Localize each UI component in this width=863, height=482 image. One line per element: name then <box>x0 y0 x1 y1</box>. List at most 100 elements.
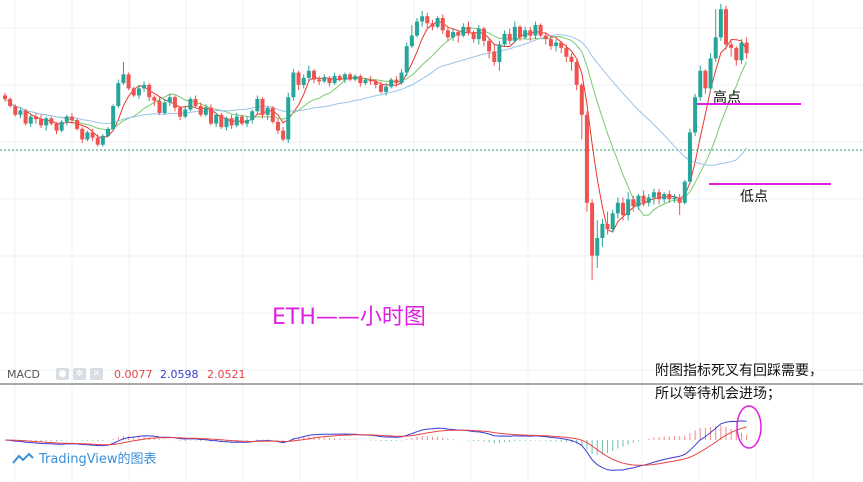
candle-down <box>631 199 636 207</box>
moving-averages <box>4 20 748 233</box>
candlestick-series <box>3 3 749 281</box>
candle-up <box>610 213 615 230</box>
note-line-1: 附图指标死叉有回踩需要， <box>655 363 823 379</box>
candle-down <box>559 42 564 48</box>
candle-up <box>322 77 327 82</box>
candle-down <box>157 100 162 114</box>
candle-down <box>80 128 85 140</box>
candle-up <box>245 120 250 124</box>
eye-icon[interactable]: ● <box>56 368 69 380</box>
candle-down <box>90 132 95 138</box>
candle-down <box>75 120 80 129</box>
candle-up <box>183 109 188 117</box>
candle-down <box>373 81 378 85</box>
candle-up <box>512 26 517 41</box>
gear-icon[interactable]: ✲ <box>73 368 86 380</box>
candle-up <box>18 110 23 115</box>
candle-down <box>23 110 28 124</box>
macd-lines <box>4 420 747 471</box>
candle-down <box>538 25 543 36</box>
candle-up <box>502 33 507 45</box>
candle-down <box>49 118 54 124</box>
candle-down <box>54 123 59 131</box>
candle-down <box>703 70 708 89</box>
candle-down <box>337 76 342 80</box>
candle-down <box>481 28 486 41</box>
candle-down <box>131 88 136 96</box>
candle-up <box>224 118 229 128</box>
candle-down <box>209 107 213 124</box>
candle-down <box>518 26 522 38</box>
candle-down <box>378 84 383 92</box>
candle-up <box>291 72 296 98</box>
candle-up <box>451 32 456 38</box>
candle-up <box>136 88 141 96</box>
candle-down <box>193 98 198 106</box>
note-line-2: 所以等待机会进场； <box>655 386 781 402</box>
candle-up <box>523 30 528 38</box>
candle-up <box>672 197 677 200</box>
candle-down <box>667 194 672 200</box>
candle-up <box>461 26 466 36</box>
close-icon[interactable]: ✕ <box>90 368 103 380</box>
candle-down <box>33 116 38 120</box>
candle-down <box>528 30 533 36</box>
candle-up <box>265 107 270 115</box>
candle-down <box>605 223 610 230</box>
candle-up <box>64 116 69 122</box>
candle-down <box>172 97 177 108</box>
candle-up <box>28 116 33 124</box>
candle-up <box>255 98 260 112</box>
low-label: 低点 <box>740 189 768 205</box>
candle-down <box>317 79 322 82</box>
candle-up <box>167 97 172 103</box>
candle-up <box>600 223 605 238</box>
macd-value-histogram: 0.0077 <box>114 368 153 381</box>
candle-up <box>100 135 105 145</box>
macd-value-signal: 2.0521 <box>207 368 246 381</box>
candle-down <box>8 98 13 106</box>
candle-down <box>69 116 74 121</box>
candle-down <box>641 195 646 203</box>
candle-down <box>456 32 461 36</box>
high-label: 高点 <box>713 89 741 106</box>
candle-up <box>718 9 723 38</box>
candle-up <box>636 195 641 207</box>
candle-up <box>121 74 126 84</box>
candle-down <box>471 32 476 40</box>
candle-down <box>548 39 553 47</box>
candle-down <box>590 202 595 256</box>
candle-up <box>409 35 414 47</box>
candle-down <box>178 107 183 117</box>
candle-up <box>306 70 311 78</box>
candle-down <box>348 74 353 80</box>
candle-up <box>595 238 600 256</box>
candle-down <box>744 42 749 54</box>
candle-up <box>353 76 358 80</box>
candle-down <box>275 121 280 131</box>
candle-up <box>687 132 692 182</box>
candle-down <box>260 98 265 115</box>
candle-down <box>729 44 734 48</box>
candle-down <box>569 56 574 62</box>
candle-up <box>682 181 687 203</box>
candle-down <box>296 72 301 85</box>
candle-down <box>3 95 7 99</box>
candle-up <box>662 194 667 200</box>
candle-down <box>430 23 435 27</box>
candle-up <box>420 16 425 22</box>
candle-up <box>363 79 368 84</box>
candle-down <box>734 47 739 61</box>
candle-down <box>368 79 373 82</box>
candle-up <box>250 111 255 121</box>
candle-down <box>677 197 682 203</box>
candle-down <box>270 107 275 122</box>
candle-down <box>198 106 203 115</box>
candle-down <box>487 40 492 52</box>
candle-up <box>554 42 559 47</box>
candle-down <box>492 51 497 62</box>
candle-down <box>584 114 589 203</box>
chart-title: ETH——小时图 <box>272 305 426 330</box>
candle-up <box>404 46 409 73</box>
